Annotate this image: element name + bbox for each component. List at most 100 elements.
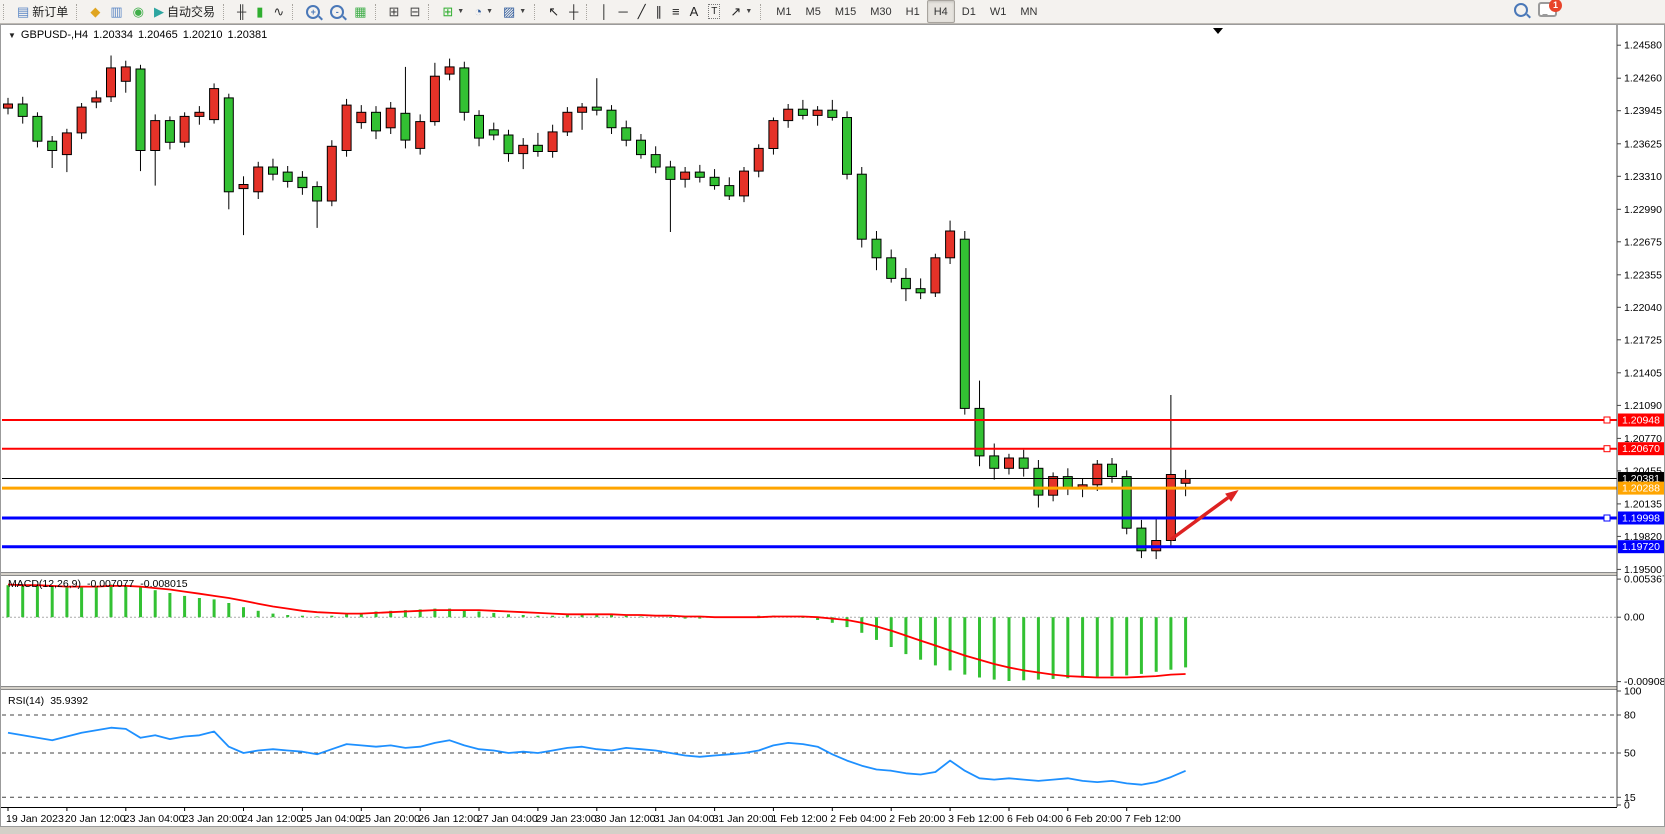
- zoom-out-button[interactable]: -: [325, 0, 349, 23]
- trendline-button[interactable]: ╱: [633, 0, 651, 23]
- periods-clock-icon: ◔: [474, 4, 483, 19]
- candle-body: [900, 277, 911, 290]
- candle-body: [591, 106, 602, 111]
- chart-profile-button[interactable]: ⊟: [404, 0, 425, 23]
- fibonacci-button[interactable]: ≡: [667, 0, 685, 23]
- arrow-annotation[interactable]: [1169, 490, 1239, 541]
- notification-badge: 1: [1549, 0, 1562, 12]
- crosshair-icon: ┼: [569, 4, 579, 19]
- ohlc-high: 1.20465: [137, 29, 178, 41]
- add-indicator-button[interactable]: ⊞ ▼: [437, 0, 469, 23]
- toolbar-grip[interactable]: [292, 3, 297, 20]
- panel-separator[interactable]: [0, 687, 1665, 690]
- candle-body: [871, 238, 882, 259]
- svg-text:1.20770: 1.20770: [1624, 433, 1662, 445]
- collapse-triangle-icon[interactable]: ▼: [8, 30, 16, 40]
- chart-canvas[interactable]: 1.24580 1.24260 1.23945 1.23625 1.23310 1.229…: [0, 24, 1665, 834]
- candle-body: [106, 67, 116, 98]
- equidistant-channel-button[interactable]: ∥: [651, 0, 668, 23]
- timeframe-M1-button[interactable]: M1: [776, 5, 792, 18]
- autotrading-button[interactable]: ▶ 自动交易: [149, 0, 220, 23]
- candle-body: [209, 88, 220, 121]
- horizontal-line-button[interactable]: ─: [613, 0, 632, 23]
- text-label-icon: T: [708, 4, 721, 19]
- toolbar-grip[interactable]: [586, 3, 591, 20]
- line-handle[interactable]: [1603, 445, 1611, 453]
- svg-text:29 Jan 23:00: 29 Jan 23:00: [536, 813, 597, 825]
- chart-background: [0, 24, 1665, 810]
- market-watch-button[interactable]: ▥: [105, 0, 127, 23]
- toolbar-grip[interactable]: [374, 3, 380, 20]
- timeframe-MN-button[interactable]: MN: [1020, 5, 1038, 18]
- candle-body: [120, 66, 131, 82]
- candle-body: [76, 106, 87, 134]
- autotrading-icon: ▶: [153, 4, 164, 19]
- candle-body: [886, 257, 897, 279]
- toolbar-grip[interactable]: [222, 3, 228, 20]
- candle-body: [415, 121, 426, 149]
- tile-windows-button[interactable]: ▦: [349, 0, 371, 23]
- timeframe-M30-button[interactable]: M30: [870, 5, 892, 18]
- vertical-line-button[interactable]: │: [595, 0, 613, 23]
- svg-text:3 Feb 12:00: 3 Feb 12:00: [948, 813, 1004, 825]
- price-badge: 1.20288: [1618, 481, 1664, 495]
- line-handle[interactable]: [1603, 416, 1611, 424]
- candle-body: [680, 171, 691, 180]
- text-label-button[interactable]: T: [703, 0, 725, 23]
- toolbar-grip[interactable]: [428, 3, 433, 20]
- crosshair-button[interactable]: ┼: [564, 0, 583, 23]
- timeframe-W1-button[interactable]: W1: [989, 5, 1007, 18]
- new-order-button[interactable]: ▤ 新订单: [12, 0, 73, 23]
- periods-clock-button[interactable]: ◔ ▼: [469, 0, 498, 23]
- text-button[interactable]: A: [685, 0, 704, 23]
- chat-icon[interactable]: 1: [1538, 0, 1562, 17]
- svg-text:1.20135: 1.20135: [1624, 498, 1662, 510]
- candle-body: [724, 185, 735, 197]
- line-chart-button[interactable]: ∿: [268, 0, 289, 23]
- toolbar-grip[interactable]: [76, 3, 81, 20]
- candle-body: [3, 103, 13, 109]
- templates-button[interactable]: ▨ ▼: [498, 0, 531, 23]
- chart-shift-marker-icon[interactable]: [1213, 28, 1223, 34]
- zoom-in-button[interactable]: +: [301, 0, 325, 23]
- arrows-tool-button[interactable]: ↗ ▼: [725, 0, 757, 23]
- timeframe-D1-button[interactable]: D1: [961, 5, 976, 18]
- bar-chart-button[interactable]: ╫: [232, 0, 251, 23]
- price-badge: 1.20948: [1618, 413, 1664, 427]
- equidistant-channel-icon: ∥: [655, 4, 663, 19]
- toolbar-grip[interactable]: [760, 3, 765, 20]
- search-icon[interactable]: [1514, 2, 1528, 17]
- new-chart-window-button[interactable]: ⊞: [384, 0, 405, 23]
- svg-text:25 Jan 20:00: 25 Jan 20:00: [359, 813, 420, 825]
- svg-text:1.19720: 1.19720: [1622, 541, 1660, 553]
- panel-separator[interactable]: [0, 573, 1665, 576]
- chart-window[interactable]: 1.24580 1.24260 1.23945 1.23625 1.23310 1.229…: [0, 24, 1665, 834]
- rsi-value: 35.9392: [50, 695, 89, 707]
- candle-body: [400, 112, 411, 141]
- toolbar-grip[interactable]: [534, 3, 539, 20]
- svg-text:1.21405: 1.21405: [1624, 367, 1662, 379]
- timeframe-H4-button[interactable]: H4: [926, 0, 955, 23]
- svg-text:27 Jan 04:00: 27 Jan 04:00: [477, 813, 538, 825]
- line-handle[interactable]: [1603, 514, 1611, 522]
- svg-text:0.00: 0.00: [1624, 612, 1645, 624]
- candlestick-chart-button[interactable]: ▮: [251, 0, 268, 23]
- rsi-line: [7, 726, 1186, 786]
- candle-body: [665, 166, 676, 180]
- timeframe-H1-button[interactable]: H1: [905, 5, 920, 18]
- candle-body: [532, 144, 543, 153]
- timeframe-M5-button[interactable]: M5: [805, 5, 821, 18]
- chevron-down-icon: ▼: [486, 8, 493, 15]
- svg-text:2 Feb 04:00: 2 Feb 04:00: [830, 813, 886, 825]
- candle-body: [32, 115, 43, 142]
- candle-body: [150, 120, 161, 151]
- cursor-button[interactable]: ↖: [543, 0, 564, 23]
- magnifier-icon: -: [330, 4, 345, 19]
- macd-main-value: -0.007077: [86, 578, 135, 590]
- timeframe-M15-button[interactable]: M15: [834, 5, 857, 18]
- toolbar-grip[interactable]: [3, 3, 8, 20]
- signals-button[interactable]: ◉: [128, 0, 149, 23]
- svg-text:50: 50: [1624, 748, 1636, 760]
- metaquotes-community-button[interactable]: ◆: [85, 0, 105, 23]
